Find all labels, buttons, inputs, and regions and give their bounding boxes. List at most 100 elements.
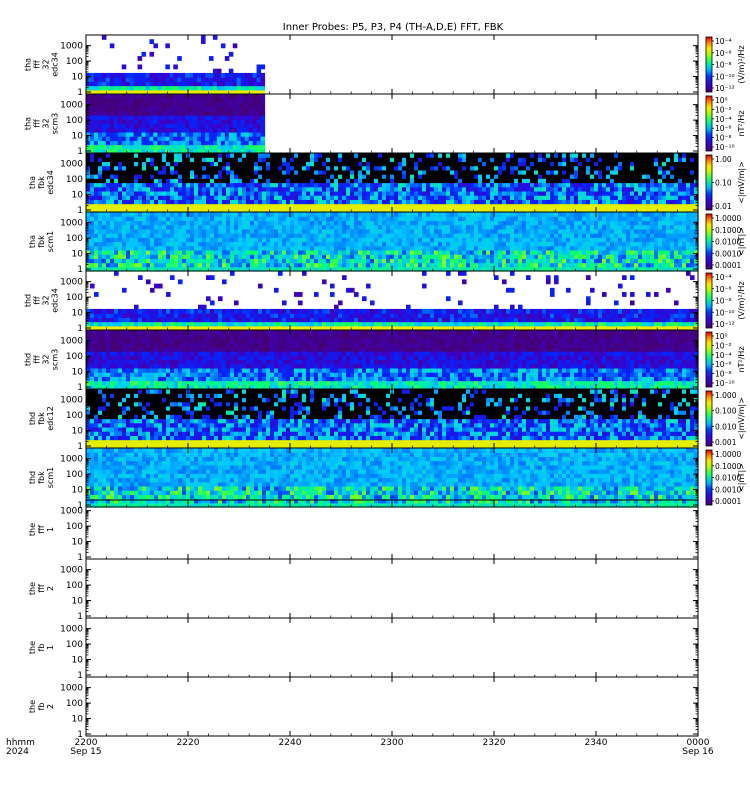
spectrogram-cell [370,199,375,205]
spectrogram-cell [274,195,279,200]
spectrogram-cell [254,258,259,264]
spectrogram-cell [338,258,343,264]
spectrogram-cell [258,220,263,226]
spectrogram-cell [326,245,331,251]
spectrogram-cell [290,228,295,234]
spectrogram-cell [254,266,259,272]
spectrogram-cell [256,102,262,108]
spectrogram-cell [566,207,571,213]
spectrogram-cell [506,165,511,171]
spectrogram-cell [121,81,127,87]
spectrogram-cell [514,195,519,200]
spectrogram-cell [89,144,95,150]
spectrogram-cell [240,119,246,125]
spectrogram-cell [482,186,487,192]
spectrogram-cell [185,131,190,137]
spectrogram-cell [220,81,226,87]
spectrogram-cell [141,115,147,120]
spectrogram-cell [122,245,127,251]
spectrogram-cell [106,207,111,213]
spectrogram-cell [294,165,299,171]
spectrogram-cell [202,207,207,213]
spectrogram-cell [182,153,187,158]
spectrogram-cell [374,169,379,175]
spectrogram-cell [186,165,191,171]
spectrogram-cell [166,161,171,167]
spectrogram-cell [310,224,315,230]
spectrogram-cell [342,157,347,163]
spectrogram-cell [222,169,227,175]
spectrogram-cell [228,115,234,120]
spectrogram-cell [161,127,166,133]
spectrogram-cell [234,186,239,192]
spectrogram-cell [122,157,127,163]
spectrogram-cell [506,254,511,259]
spectrogram-cell [642,157,647,163]
spectrogram-cell [542,195,547,200]
spectrogram-cell [228,127,234,133]
spectrogram-cell [402,157,407,163]
spectrogram-cell [546,153,551,158]
spectrogram-cell [230,174,235,179]
spectrogram-cell [169,94,174,99]
spectrogram-cell [166,169,171,175]
spectrogram-cell [534,165,539,171]
spectrogram-cell [126,161,131,167]
spectrogram-cell [502,258,507,264]
spectrogram-cell [514,161,519,167]
spectrogram-cell [250,262,255,268]
spectrogram-cell [244,144,250,150]
spectrogram-cell [298,212,303,217]
spectrogram-cell [238,224,243,230]
spectrogram-cell [538,212,543,217]
spectrogram-cell [302,199,307,205]
spectrogram-cell [662,169,667,175]
spectrogram-cell [682,174,687,179]
spectrogram-cell [240,110,246,116]
spectrogram-cell [218,258,223,264]
spectrogram-cell [181,81,186,87]
spectrogram-cell [102,157,107,163]
spectrogram-cell [430,228,435,234]
spectrogram-cell [218,182,223,188]
spectrogram-cell [322,195,327,200]
spectrogram-cell [434,224,439,230]
spectrogram-cell [450,258,455,264]
spectrogram-cell [342,233,347,238]
spectrogram-cell [270,190,275,196]
spectrogram-cell [189,148,194,154]
spectrogram-cell [278,199,283,205]
spectrogram-cell [530,195,535,200]
spectrogram-cell [526,228,531,234]
spectrogram-cell [678,186,683,192]
spectrogram-cell [342,245,347,251]
spectrogram-cell [542,207,547,213]
spectrogram-cell [134,216,139,222]
spectrogram-cell [382,203,387,209]
spectrogram-cell [450,199,455,205]
spectrogram-cell [474,203,479,209]
spectrogram-cell [154,207,159,213]
spectrogram-cell [346,174,351,179]
spectrogram-cell [662,203,667,209]
spectrogram-cell [198,249,203,255]
spectrogram-cell [622,174,627,179]
spectrogram-cell [442,157,447,163]
spectrogram-cell [674,207,679,213]
spectrogram-cell [157,131,162,137]
spectrogram-cell [190,178,195,184]
spectrogram-cell [146,199,151,205]
spectrogram-cell [434,220,439,226]
spectrogram-cell [518,254,523,259]
spectrogram-cell [662,186,667,192]
spectrogram-cell [490,224,495,230]
spectrogram-cell [478,174,483,179]
spectrogram-cell [130,224,135,230]
spectrogram-cell [502,249,507,255]
spectrogram-cell [101,98,107,104]
spectrogram-cell [394,190,399,196]
spectrogram-cell [510,237,515,243]
spectrogram-cell [298,258,303,264]
spectrogram-cell [270,254,275,259]
spectrogram-cell [208,140,214,146]
